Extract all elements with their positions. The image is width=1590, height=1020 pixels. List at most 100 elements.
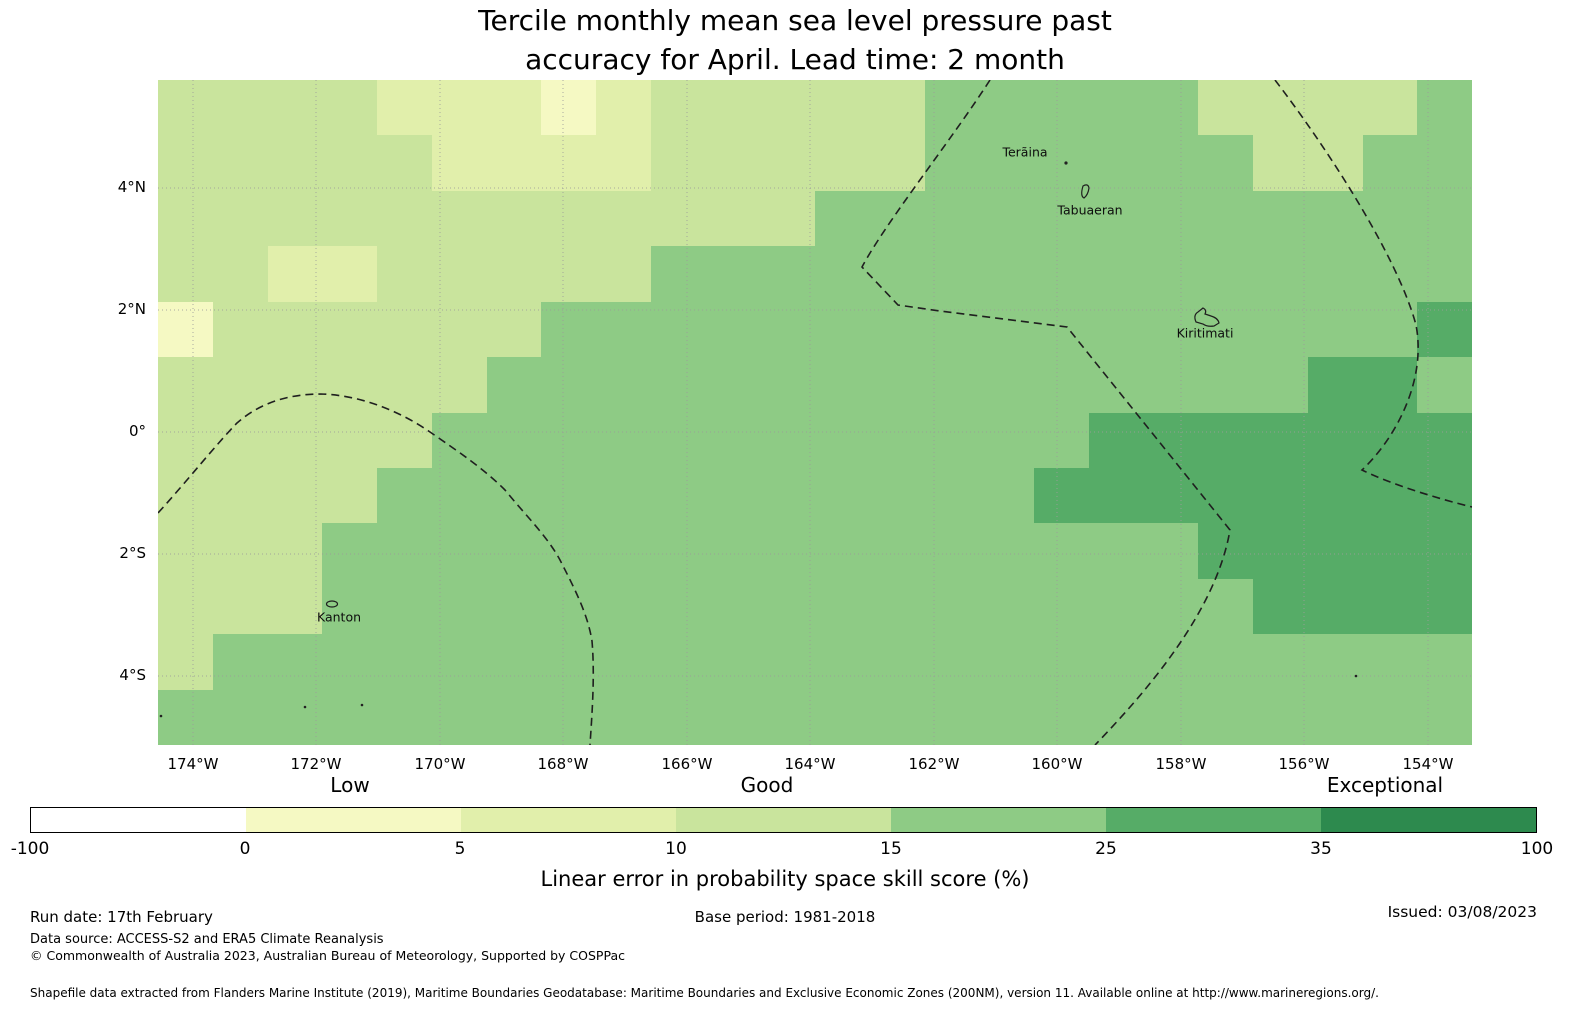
grid-cell — [1307, 80, 1363, 136]
grid-cell — [1198, 246, 1253, 302]
grid-cell — [1362, 357, 1418, 413]
grid-cell — [1417, 301, 1472, 358]
grid-cell — [650, 80, 706, 136]
colorbar-segment — [1106, 808, 1321, 832]
grid-cell — [1034, 246, 1089, 302]
grid-cell — [1253, 80, 1308, 136]
colorbar-tick: 100 — [1520, 839, 1554, 859]
grid-cell — [1362, 412, 1418, 468]
colorbar-label: Linear error in probability space skill … — [540, 867, 1030, 891]
grid-cell — [979, 689, 1034, 745]
grid-cell — [815, 246, 870, 302]
grid-cell — [212, 467, 268, 524]
grid-cell — [431, 689, 487, 745]
copyright-text: © Commonwealth of Australia 2023, Austra… — [30, 948, 625, 963]
grid-cell — [869, 412, 925, 468]
grid-cell — [760, 357, 815, 413]
grid-cell — [705, 523, 761, 579]
islet-icon — [1354, 674, 1358, 678]
grid-cell — [212, 190, 268, 247]
grid-cell — [1088, 689, 1144, 745]
grid-cell — [431, 246, 487, 302]
grid-cell — [1417, 412, 1472, 468]
grid-cell — [1143, 578, 1199, 635]
grid-cell — [1253, 246, 1308, 302]
grid-cell — [1198, 467, 1253, 524]
eez-boundary-phoenix — [158, 393, 595, 745]
islet-icon — [159, 714, 163, 718]
grid-cell — [377, 523, 432, 579]
grid-cell — [705, 246, 761, 302]
grid-cell — [486, 246, 542, 302]
grid-cell — [1253, 412, 1308, 468]
grid-cell — [541, 135, 596, 191]
grid-cell — [1198, 135, 1253, 191]
grid-cell — [1143, 246, 1199, 302]
grid-cell — [431, 135, 487, 191]
grid-cell — [431, 578, 487, 635]
grid-cell — [1198, 301, 1253, 358]
grid-cell — [1034, 578, 1089, 635]
grid-cell — [1417, 578, 1472, 635]
island-label-tabuaeran: Tabuaeran — [1057, 202, 1123, 218]
teraina-island — [1064, 161, 1068, 165]
grid-cell — [541, 467, 596, 524]
grid-cell — [377, 634, 432, 690]
colorbar-tick: 5 — [454, 839, 466, 859]
grid-cell — [541, 301, 596, 358]
grid-cell — [212, 357, 268, 413]
grid-cell — [979, 523, 1034, 579]
grid-cell — [1143, 357, 1199, 413]
grid-cell — [815, 80, 870, 136]
grid-cell — [1362, 578, 1418, 635]
grid-cell — [1307, 135, 1363, 191]
grid-cell — [760, 578, 815, 635]
grid-cell — [267, 190, 323, 247]
grid-cell — [377, 467, 432, 524]
grid-cell — [431, 634, 487, 690]
grid-cell — [212, 301, 268, 358]
y-axis-tick: 2°S — [119, 544, 146, 562]
grid-cell — [212, 578, 268, 635]
grid-cell — [1362, 135, 1418, 191]
grid-cell — [377, 301, 432, 358]
colorbar-segment — [891, 808, 1106, 832]
eez-boundary-line-islands-east — [1274, 80, 1472, 508]
x-axis-tick: 160°W — [1031, 755, 1083, 773]
grid-cell — [158, 357, 213, 413]
grid-cell — [322, 634, 377, 690]
y-axis-tick: 4°N — [117, 178, 146, 196]
grid-cell — [267, 578, 323, 635]
grid-cell — [815, 412, 870, 468]
grid-cell — [1253, 634, 1308, 690]
kiritimati-island — [1194, 307, 1220, 327]
grid-cell — [212, 689, 268, 745]
grid-cell — [1362, 190, 1418, 247]
grid-cell — [1362, 634, 1418, 690]
grid-cell — [705, 357, 761, 413]
grid-cell — [322, 467, 377, 524]
grid-cell — [322, 523, 377, 579]
grid-cell — [212, 523, 268, 579]
grid-cell — [924, 80, 980, 136]
grid-cell — [705, 578, 761, 635]
grid-cell — [1307, 357, 1363, 413]
grid-cell — [377, 357, 432, 413]
grid-cell — [979, 135, 1034, 191]
grid-cell — [431, 190, 487, 247]
grid-cell — [158, 634, 213, 690]
x-axis-tick: 162°W — [908, 755, 960, 773]
grid-cell — [869, 523, 925, 579]
grid-cell — [322, 412, 377, 468]
chart-title-line1: Tercile monthly mean sea level pressure … — [478, 4, 1112, 37]
grid-cell — [815, 634, 870, 690]
run-date-text: Run date: 17th February — [30, 908, 213, 926]
grid-cell — [869, 357, 925, 413]
colorbar-tick: 10 — [665, 839, 687, 859]
grid-cell — [486, 190, 542, 247]
tabuaeran-island — [1081, 184, 1090, 199]
colorbar-tick: -100 — [10, 839, 50, 859]
grid-cell — [705, 412, 761, 468]
grid-cell — [322, 80, 377, 136]
grid-cell — [1143, 412, 1199, 468]
